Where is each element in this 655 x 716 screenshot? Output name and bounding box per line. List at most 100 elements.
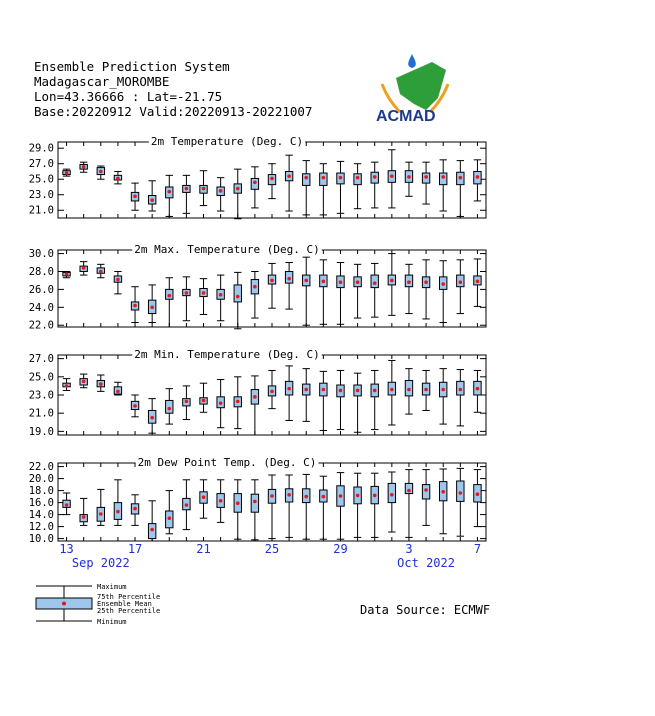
mean-dot — [372, 281, 377, 285]
box-day-25 — [267, 163, 277, 200]
mean-dot — [235, 501, 240, 506]
box-day-30 — [353, 263, 362, 319]
mean-dot — [201, 495, 206, 500]
box-day-18 — [147, 500, 157, 542]
iqr-box — [404, 482, 414, 495]
box-day-14 — [79, 261, 88, 276]
mean-dot — [424, 175, 428, 179]
box-day-2 — [387, 149, 397, 209]
panel-title-bg — [132, 348, 322, 361]
legend-p75-label: 75th Percentile — [97, 593, 160, 601]
mean-dot — [390, 278, 394, 283]
panel-3: 19.0 21.0 23.0 25.0 27.0 2m Min. Temperature … — [29, 348, 487, 438]
iqr-box — [302, 173, 311, 186]
mean-dot — [475, 279, 480, 284]
box-day-16 — [113, 170, 123, 185]
x-month-label: Sep 2022 — [72, 556, 130, 570]
mean-dot — [81, 266, 86, 270]
x-axis: 13 17 21 25 29 3 7 Sep 2022 Oct 2022 — [59, 542, 481, 570]
box-day-19 — [165, 490, 174, 535]
mean-dot — [218, 499, 223, 503]
mean-dot — [441, 490, 446, 494]
box-day-24 — [250, 270, 260, 319]
box-day-5 — [439, 260, 448, 324]
box-day-24 — [250, 166, 260, 209]
box-day-15 — [96, 263, 105, 279]
mean-dot — [99, 269, 103, 274]
box-day-23 — [233, 479, 242, 540]
mean-dot — [133, 506, 137, 511]
box-day-6 — [456, 467, 465, 537]
y-tick-label: 27.0 — [29, 158, 54, 170]
iqr-box — [387, 482, 397, 504]
box-day-2 — [387, 253, 397, 316]
iqr-box — [421, 484, 431, 500]
mean-dot — [116, 277, 120, 282]
mean-dot — [355, 280, 360, 285]
box-day-1 — [370, 472, 379, 538]
mean-dot — [424, 488, 428, 492]
box-day-28 — [319, 475, 328, 540]
box-day-29 — [336, 369, 345, 431]
mean-dot — [372, 493, 377, 498]
box-day-16 — [113, 381, 123, 396]
mean-dot — [321, 175, 326, 180]
mean-dot — [372, 175, 377, 179]
mean-dot — [287, 276, 291, 281]
box-day-21 — [199, 278, 208, 315]
header-location: Madagascar_MOROMBE — [34, 74, 169, 89]
iqr-box — [250, 493, 260, 513]
mean-dot — [321, 494, 326, 499]
box-day-20 — [182, 479, 191, 531]
mean-dot — [372, 388, 377, 393]
box-day-25 — [267, 262, 277, 309]
box-day-13 — [62, 492, 71, 516]
mean-dot — [116, 389, 120, 394]
box-day-5 — [439, 368, 448, 425]
mean-dot — [116, 176, 120, 181]
box-day-30 — [353, 472, 362, 538]
box-day-25 — [267, 474, 277, 540]
box-day-3 — [404, 161, 414, 197]
box-day-1 — [370, 262, 379, 318]
africa-shape-icon — [396, 62, 446, 110]
panel-1: 21.0 23.0 25.0 27.0 29.0 2m Temperature (Deg.… — [29, 135, 487, 220]
box-day-30 — [353, 372, 362, 433]
box-day-6 — [456, 369, 465, 427]
box-day-26 — [284, 365, 294, 421]
box-day-19 — [165, 174, 174, 217]
box-day-17 — [130, 182, 140, 211]
box-day-24 — [250, 479, 260, 541]
mean-dot — [253, 499, 257, 504]
box-day-28 — [319, 370, 328, 431]
mean-dot — [458, 175, 463, 180]
legend-p25-label: 25th Percentile — [97, 607, 160, 615]
box-day-20 — [182, 385, 191, 421]
mean-dot — [99, 512, 103, 516]
box-day-25 — [267, 369, 277, 410]
mean-dot — [304, 175, 309, 180]
iqr-box — [439, 172, 448, 186]
panel-4: 10.012.014.016.018.020.022.0 2m Dew Point… — [29, 456, 487, 545]
x-tick-label: 7 — [474, 542, 481, 556]
mean-dot — [338, 280, 343, 285]
legend: Maximum 75th Percentile Ensemble Mean 25… — [35, 583, 160, 626]
mean-dot — [218, 292, 223, 297]
mean-dot — [458, 387, 463, 392]
box-day-18 — [147, 284, 157, 324]
water-drop-icon — [408, 54, 416, 68]
box-day-19 — [165, 388, 174, 425]
box-day-22 — [216, 479, 225, 523]
mean-dot — [338, 388, 343, 393]
mean-dot — [99, 169, 103, 174]
box-day-4 — [421, 469, 431, 526]
x-month-label: Oct 2022 — [397, 556, 455, 570]
box-day-16 — [113, 270, 123, 295]
legend-maximum-label: Maximum — [97, 583, 127, 591]
mean-dot — [458, 280, 463, 285]
box-day-4 — [421, 259, 431, 320]
x-tick-label: 29 — [333, 542, 347, 556]
mean-dot — [64, 503, 69, 507]
header-coordinates: Lon=43.36666 : Lat=-21.75 — [34, 89, 222, 104]
mean-dot — [253, 395, 257, 399]
